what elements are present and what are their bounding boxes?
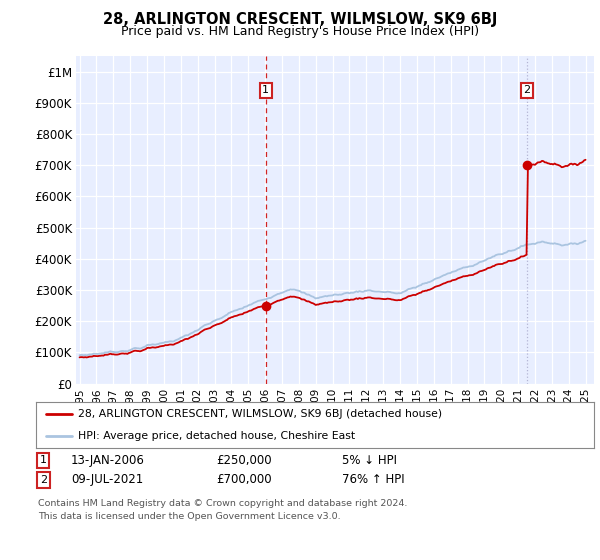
Text: 76% ↑ HPI: 76% ↑ HPI (342, 473, 404, 487)
Text: 13-JAN-2006: 13-JAN-2006 (71, 454, 145, 467)
Text: £250,000: £250,000 (216, 454, 272, 467)
Text: £700,000: £700,000 (216, 473, 272, 487)
Text: 28, ARLINGTON CRESCENT, WILMSLOW, SK9 6BJ: 28, ARLINGTON CRESCENT, WILMSLOW, SK9 6B… (103, 12, 497, 27)
Text: 1: 1 (262, 85, 269, 95)
Text: 28, ARLINGTON CRESCENT, WILMSLOW, SK9 6BJ (detached house): 28, ARLINGTON CRESCENT, WILMSLOW, SK9 6B… (78, 409, 442, 419)
Text: 2: 2 (523, 85, 530, 95)
Text: 5% ↓ HPI: 5% ↓ HPI (342, 454, 397, 467)
Text: Contains HM Land Registry data © Crown copyright and database right 2024.: Contains HM Land Registry data © Crown c… (38, 500, 407, 508)
Text: Price paid vs. HM Land Registry's House Price Index (HPI): Price paid vs. HM Land Registry's House … (121, 25, 479, 38)
Text: 1: 1 (40, 455, 47, 465)
Text: 09-JUL-2021: 09-JUL-2021 (71, 473, 143, 487)
Text: This data is licensed under the Open Government Licence v3.0.: This data is licensed under the Open Gov… (38, 512, 340, 521)
Text: HPI: Average price, detached house, Cheshire East: HPI: Average price, detached house, Ches… (78, 431, 355, 441)
Text: 2: 2 (40, 475, 47, 485)
